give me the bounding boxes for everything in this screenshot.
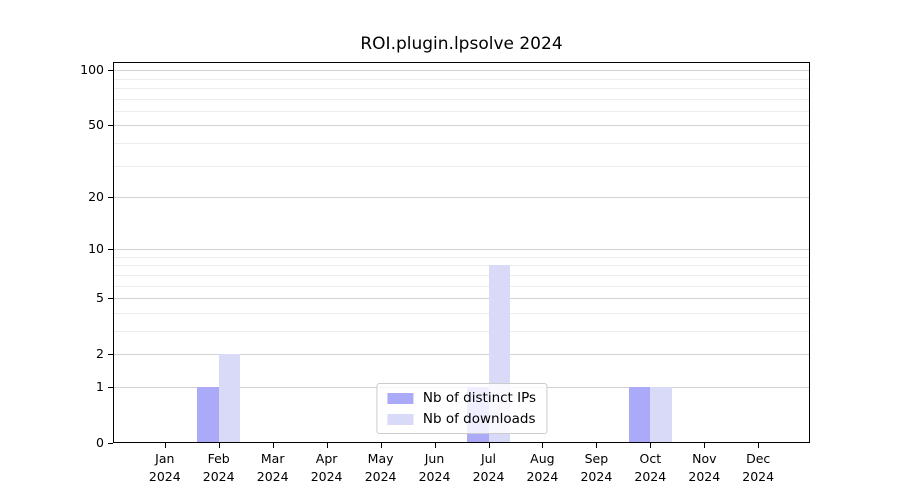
y-tick-mark bbox=[108, 249, 113, 251]
bar-distinct-ips bbox=[197, 387, 219, 443]
y-tick-mark bbox=[108, 354, 113, 356]
gridline-minor bbox=[113, 331, 810, 332]
gridline-minor bbox=[113, 256, 810, 258]
gridline-major bbox=[113, 354, 810, 356]
gridline-minor bbox=[113, 265, 810, 267]
y-tick-label: 1 bbox=[96, 378, 104, 394]
legend-swatch-downloads-icon bbox=[386, 413, 413, 425]
chart-title: ROI.plugin.lpsolve 2024 bbox=[360, 34, 563, 54]
y-tick-label: 10 bbox=[88, 240, 104, 256]
plot-area: Nb of distinct IPs Nb of downloads bbox=[108, 62, 810, 448]
x-tick-mark bbox=[434, 443, 436, 448]
y-tick-label: 20 bbox=[88, 188, 104, 204]
bar-downloads bbox=[218, 354, 241, 443]
y-tick-mark bbox=[108, 298, 113, 300]
x-tick-label: Oct 2024 bbox=[634, 451, 667, 484]
x-tick-label: Sep 2024 bbox=[580, 451, 613, 484]
x-tick-label: Jan 2024 bbox=[148, 451, 181, 484]
x-tick-label: Dec 2024 bbox=[742, 451, 775, 484]
gridline-minor bbox=[113, 98, 810, 100]
x-tick-mark bbox=[758, 443, 760, 448]
legend-swatch-distinct-ips-icon bbox=[386, 392, 413, 404]
y-tick-mark bbox=[108, 125, 113, 127]
bar-distinct-ips bbox=[628, 387, 651, 443]
x-tick-label: Nov 2024 bbox=[688, 451, 721, 484]
gridline-minor bbox=[113, 110, 810, 112]
y-tick-label: 0 bbox=[96, 434, 104, 450]
gridline-major bbox=[113, 125, 810, 127]
x-tick-label: Jul 2024 bbox=[472, 451, 505, 484]
gridline-minor bbox=[113, 78, 810, 80]
legend-label-distinct-ips: Nb of distinct IPs bbox=[422, 390, 537, 406]
x-tick-label: May 2024 bbox=[364, 451, 397, 484]
legend-row-distinct-ips: Nb of distinct IPs bbox=[386, 390, 537, 406]
gridline-minor bbox=[113, 165, 810, 167]
x-tick-mark bbox=[272, 443, 274, 448]
y-tick-label: 2 bbox=[96, 345, 104, 361]
y-tick-label: 50 bbox=[88, 117, 104, 133]
y-tick-mark bbox=[108, 443, 113, 444]
x-axis: Jan 2024 Feb 2024 Mar 2024 Apr 2024 May 2024 Jun 20… bbox=[0, 450, 900, 490]
x-tick-mark bbox=[488, 443, 490, 448]
gridline-minor bbox=[113, 87, 810, 89]
x-tick-label: Mar 2024 bbox=[256, 451, 289, 484]
x-tick-mark bbox=[542, 443, 544, 448]
x-tick-mark bbox=[164, 443, 166, 448]
y-tick-label: 100 bbox=[80, 61, 104, 77]
y-tick-mark bbox=[108, 387, 113, 388]
x-tick-mark bbox=[380, 443, 382, 448]
gridline-major bbox=[113, 249, 810, 251]
gridline-minor bbox=[113, 312, 810, 314]
x-tick-label: Feb 2024 bbox=[202, 451, 235, 484]
gridline-minor bbox=[113, 275, 810, 276]
gridline-minor bbox=[113, 142, 810, 144]
x-tick-label: Jun 2024 bbox=[418, 451, 451, 484]
y-tick-mark bbox=[108, 197, 113, 198]
legend-label-downloads: Nb of downloads bbox=[422, 411, 536, 427]
bar-downloads bbox=[650, 387, 672, 443]
legend: Nb of distinct IPs Nb of downloads bbox=[375, 383, 548, 434]
legend-row-downloads: Nb of downloads bbox=[386, 411, 536, 427]
y-axis: 0 1 2 5 10 20 50 100 bbox=[0, 61, 104, 448]
gridline-minor bbox=[113, 285, 810, 287]
x-tick-mark bbox=[704, 443, 706, 448]
x-tick-label: Aug 2024 bbox=[526, 451, 559, 484]
x-tick-mark bbox=[218, 443, 220, 448]
gridline-major bbox=[113, 70, 810, 72]
x-tick-mark bbox=[650, 443, 652, 448]
x-tick-mark bbox=[326, 443, 328, 448]
y-tick-mark bbox=[108, 70, 113, 72]
y-tick-label: 5 bbox=[96, 289, 104, 305]
gridline-major bbox=[113, 298, 810, 300]
x-tick-label: Apr 2024 bbox=[310, 451, 343, 484]
x-tick-mark bbox=[596, 443, 598, 448]
gridline-major bbox=[113, 197, 810, 198]
